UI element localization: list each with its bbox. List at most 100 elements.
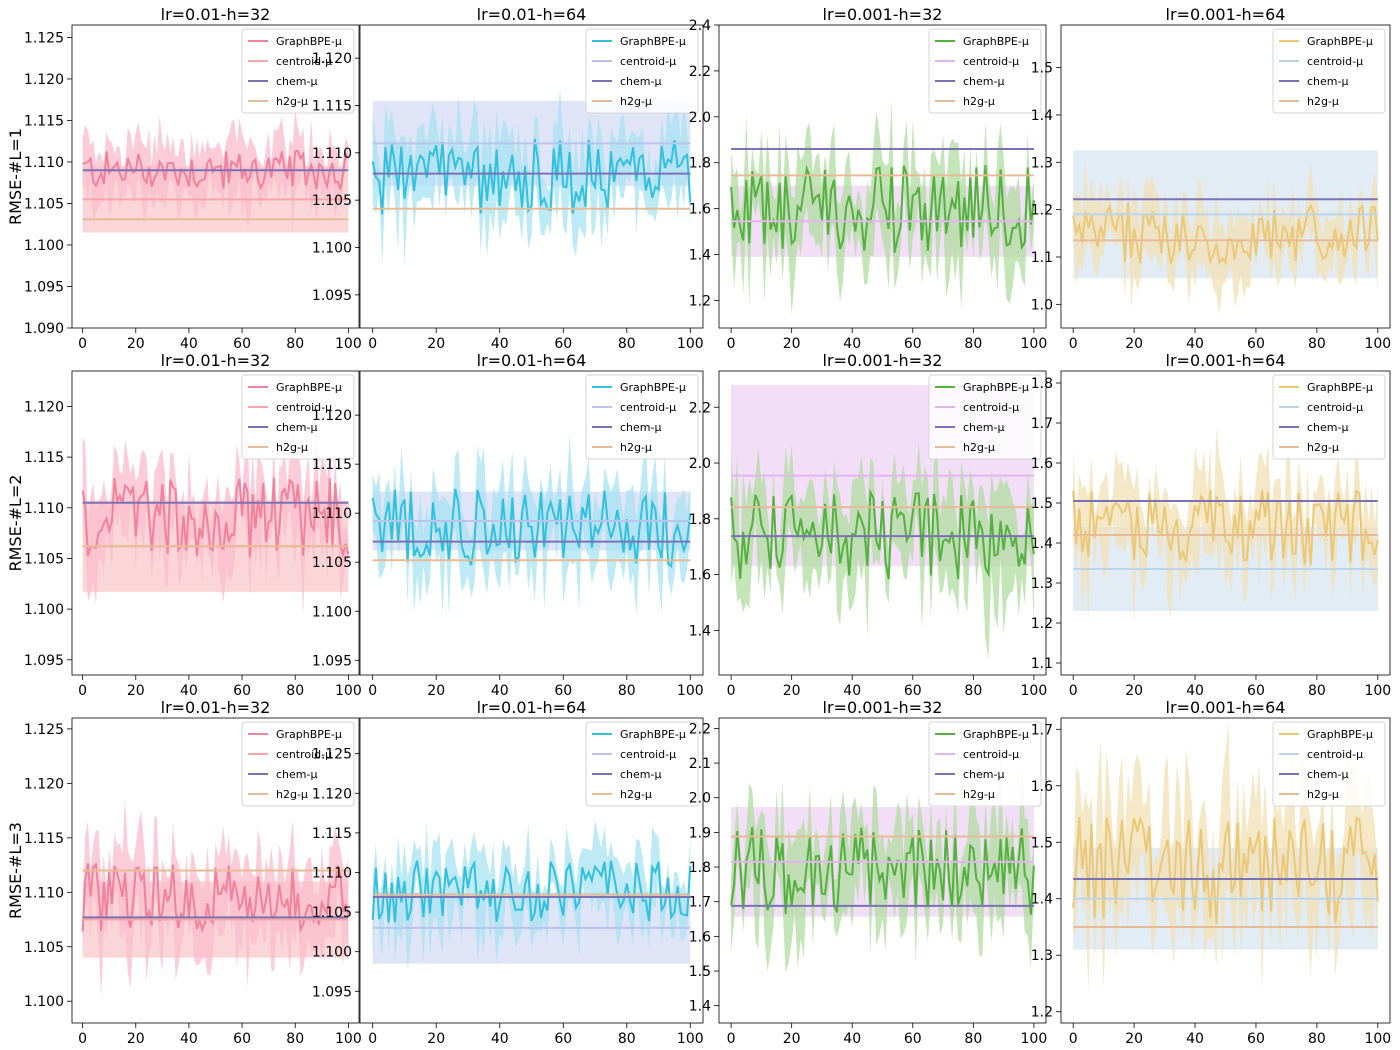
y-tick-label: 1.2	[1031, 1005, 1053, 1021]
x-tick-label: 100	[1021, 336, 1048, 352]
y-tick-label: 1.6	[1031, 779, 1053, 795]
series-line-graphbpe	[1072, 815, 1379, 925]
x-tick-label: 100	[335, 1031, 362, 1047]
subplot-title: lr=0.001-h=64	[1166, 698, 1286, 717]
y-tick-label: 1.8	[689, 860, 711, 876]
y-tick-label: 1.6	[689, 202, 711, 218]
x-tick-label: 40	[1186, 1031, 1204, 1047]
y-tick-label: 1.115	[24, 831, 64, 847]
y-tick-label: 1.120	[24, 399, 64, 415]
series-line-graphbpe	[371, 859, 692, 923]
legend-entry: h2g-μ	[276, 95, 308, 108]
x-tick-label: 100	[335, 336, 362, 352]
y-tick-label: 1.7	[689, 895, 711, 911]
x-tick-label: 40	[843, 1031, 861, 1047]
x-tick-label: 100	[677, 336, 704, 352]
x-tick-label: 80	[286, 336, 304, 352]
x-tick-label: 80	[1308, 1031, 1326, 1047]
y-axis-label: RMSE-#L=3	[6, 822, 25, 919]
y-tick-label: 2.0	[689, 110, 711, 126]
legend: GraphBPE-μ centroid-μ chem-μ h2g-μ	[928, 721, 1042, 807]
y-tick-label: 1.120	[312, 408, 352, 424]
legend-entry: chem-μ	[1307, 768, 1348, 781]
y-tick-label: 1.1	[1031, 656, 1053, 672]
y-tick-label: 1.4	[1031, 108, 1053, 124]
legend-box	[241, 374, 355, 460]
legend-box	[1272, 721, 1386, 807]
legend-box	[928, 374, 1042, 460]
subplot-3: 1.2 1.4 1.6 1.8 2.0 2.2 2.4 0 20 40 60 80 100 lr=0.00…	[689, 5, 1048, 352]
y-tick-label: 1.110	[312, 506, 352, 522]
y-tick-label: 2.1	[689, 756, 711, 772]
y-tick-label: 1.115	[24, 450, 64, 466]
y-tick-label: 1.105	[312, 555, 352, 571]
x-tick-label: 20	[127, 1031, 145, 1047]
y-tick-label: 1.095	[312, 288, 352, 304]
series-line-graphbpe	[1072, 489, 1379, 565]
y-tick-label: 1.2	[1031, 203, 1053, 219]
x-tick-label: 40	[491, 336, 509, 352]
x-tick-label: 0	[368, 683, 377, 699]
legend-entry: centroid-μ	[620, 401, 676, 414]
legend-box	[585, 721, 699, 807]
legend-entry: h2g-μ	[276, 441, 308, 454]
x-tick-label: 100	[677, 1031, 704, 1047]
x-tick-label: 80	[964, 683, 982, 699]
legend: GraphBPE-μ centroid-μ chem-μ h2g-μ	[241, 28, 355, 114]
subplot-title: lr=0.001-h=64	[1166, 5, 1286, 24]
y-tick-label: 1.6	[1031, 456, 1053, 472]
plot-area	[371, 819, 692, 969]
axes-frame	[359, 717, 704, 1024]
axes-frame	[718, 24, 1047, 329]
x-tick-label: 100	[1364, 683, 1391, 699]
legend-box	[241, 28, 355, 114]
x-tick-label: 20	[427, 336, 445, 352]
legend-entry: chem-μ	[1307, 75, 1348, 88]
y-tick-label: 1.095	[312, 653, 352, 669]
legend-entry: centroid-μ	[963, 748, 1019, 761]
y-tick-label: 1.8	[689, 512, 711, 528]
x-tick-label: 20	[783, 683, 801, 699]
x-tick-label: 60	[554, 336, 572, 352]
legend-entry: chem-μ	[276, 768, 317, 781]
y-tick-label: 2.4	[689, 18, 711, 34]
x-tick-label: 0	[727, 1031, 736, 1047]
x-tick-label: 40	[843, 336, 861, 352]
legend-entry: centroid-μ	[1307, 55, 1363, 68]
series-line-graphbpe	[1072, 203, 1379, 266]
y-tick-label: 1.120	[24, 72, 64, 88]
series-band-graphbpe	[731, 101, 1034, 315]
subplot-title: lr=0.01-h=64	[477, 698, 587, 717]
legend-entry: h2g-μ	[620, 788, 652, 801]
legend-entry: GraphBPE-μ	[963, 728, 1029, 741]
y-tick-label: 1.2	[689, 293, 711, 309]
x-tick-label: 60	[904, 336, 922, 352]
x-tick-label: 20	[1125, 336, 1143, 352]
y-tick-label: 1.8	[1031, 376, 1053, 392]
plot-area	[730, 101, 1035, 315]
y-tick-label: 1.6	[689, 568, 711, 584]
x-tick-label: 40	[491, 1031, 509, 1047]
y-tick-label: 2.2	[689, 721, 711, 737]
y-tick-label: 1.110	[24, 155, 64, 171]
legend-entry: chem-μ	[1307, 421, 1348, 434]
legend-entry: h2g-μ	[963, 95, 995, 108]
x-tick-label: 0	[368, 336, 377, 352]
x-tick-label: 60	[904, 1031, 922, 1047]
subplot-8: 1.1 1.2 1.3 1.4 1.5 1.6 1.7 1.8 0 20 40 60 80 100 lr=0…	[1031, 351, 1391, 699]
x-tick-label: 0	[727, 683, 736, 699]
legend-box	[928, 28, 1042, 114]
axes-frame	[359, 370, 704, 676]
series-line-graphbpe	[730, 488, 1035, 580]
y-tick-label: 1.105	[24, 196, 64, 212]
x-tick-label: 80	[1308, 336, 1326, 352]
plot-area	[81, 798, 350, 998]
legend-entry: centroid-μ	[963, 55, 1019, 68]
legend-entry: GraphBPE-μ	[620, 728, 686, 741]
x-tick-label: 20	[427, 1031, 445, 1047]
legend-entry: centroid-μ	[1307, 748, 1363, 761]
legend-box	[928, 721, 1042, 807]
x-tick-label: 20	[427, 683, 445, 699]
y-tick-label: 1.5	[1031, 61, 1053, 77]
subplot-title: lr=0.01-h=32	[161, 698, 271, 717]
